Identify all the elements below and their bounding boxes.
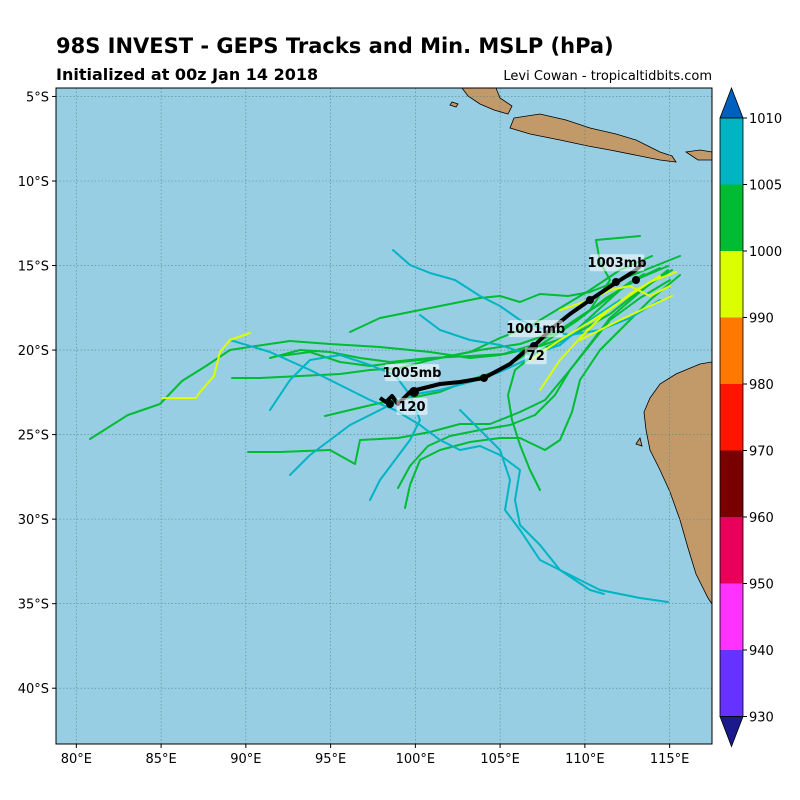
lon-tick-label: 90°E	[230, 752, 261, 767]
lon-tick-label: 95°E	[315, 752, 346, 767]
lat-tick-label: 15°S	[18, 260, 49, 275]
colorbar-tick-label: 950	[749, 578, 774, 593]
colorbar-tick-label: 960	[749, 511, 774, 526]
lat-tick-label: 5°S	[26, 90, 49, 105]
lon-tick-label: 80°E	[61, 752, 92, 767]
pressure-labels: 1003mb 1001mb 1005mb	[382, 254, 647, 382]
lon-tick-label: 105°E	[480, 752, 520, 767]
colorbar-tick-label: 1000	[749, 245, 782, 260]
colorbar-tick-label: 980	[749, 378, 774, 393]
pressure-label: 1001mb	[506, 322, 565, 337]
latitude-ticks: 5°S 10°S 15°S 20°S 25°S 30°S 35°S 40°S	[18, 90, 56, 697]
landmass	[449, 88, 712, 605]
lon-tick-label: 115°E	[650, 752, 690, 767]
lat-tick-label: 10°S	[18, 175, 49, 190]
colorbar-tick-label: 1005	[749, 179, 782, 194]
author-credit: Levi Cowan - tropicaltidbits.com	[503, 69, 712, 84]
lon-tick-label: 110°E	[565, 752, 605, 767]
yellow-ensemble-tracks	[161, 271, 677, 399]
colorbar-tick-label: 930	[749, 711, 774, 726]
longitude-ticks: 80°E 85°E 90°E 95°E 100°E 105°E 110°E 115°E	[61, 744, 690, 767]
pressure-label: 1005mb	[382, 366, 441, 381]
lat-tick-label: 20°S	[18, 344, 49, 359]
mean-track-hour-labels: 72 120	[396, 347, 547, 415]
colorbar-tick-label: 940	[749, 644, 774, 659]
colorbar-tick-label: 990	[749, 312, 774, 327]
map-frame	[55, 87, 713, 745]
mean-track-points	[386, 276, 640, 408]
pressure-label: 1003mb	[588, 256, 647, 271]
colorbar-tick-label: 970	[749, 445, 774, 460]
lat-tick-label: 35°S	[18, 598, 49, 613]
lon-tick-label: 100°E	[396, 752, 436, 767]
mean-hour-label: 72	[527, 349, 545, 364]
colorbar-tick-label: 1010	[749, 112, 782, 127]
lat-tick-label: 25°S	[18, 429, 49, 444]
ocean-background	[56, 88, 712, 744]
lon-tick-label: 85°E	[145, 752, 176, 767]
mean-hour-label: 120	[398, 400, 425, 415]
lat-tick-label: 40°S	[18, 682, 49, 697]
chart-subtitle: Initialized at 00z Jan 14 2018	[56, 65, 319, 84]
pressure-colorbar: 1010 1005 1000 990 980 970 960 950 940 930	[719, 86, 782, 748]
lat-tick-label: 30°S	[18, 513, 49, 528]
chart-title: 98S INVEST - GEPS Tracks and Min. MSLP (…	[56, 34, 614, 58]
